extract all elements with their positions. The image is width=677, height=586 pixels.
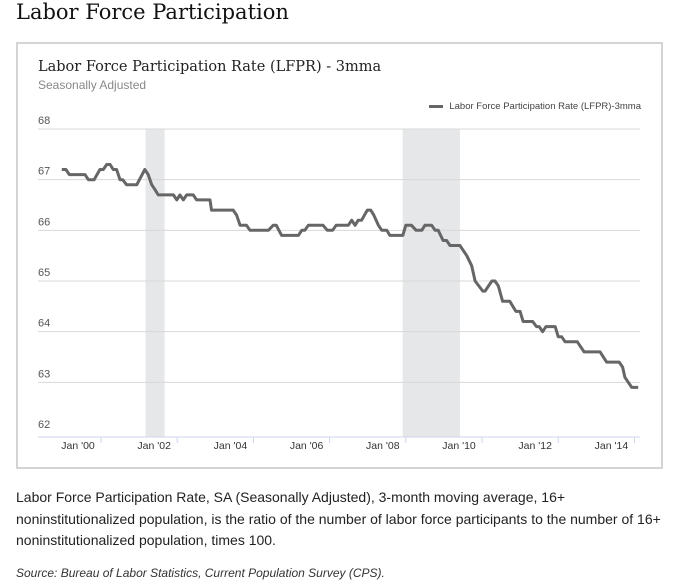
y-tick-label: 64 (38, 318, 50, 330)
x-tick-label: Jan '08 (366, 440, 400, 452)
y-tick-label: 65 (38, 267, 50, 279)
y-tick-label: 66 (38, 216, 50, 228)
x-tick-label: Jan '00 (61, 440, 95, 452)
legend-label: Labor Force Participation Rate (LFPR)-3m… (449, 101, 641, 112)
x-tick-label: Jan '04 (214, 440, 248, 452)
recession-band (402, 129, 460, 437)
page-title: Labor Force Participation (16, 0, 289, 24)
y-tick-label: 63 (38, 368, 50, 380)
recession-band (145, 129, 165, 437)
legend[interactable]: Labor Force Participation Rate (LFPR)-3m… (429, 101, 641, 112)
x-tick-label: Jan '12 (518, 440, 552, 452)
chart-container (16, 42, 663, 469)
x-tick-label: Jan '10 (442, 440, 476, 452)
y-tick-label: 62 (38, 419, 50, 431)
source-note: Source: Bureau of Labor Statistics, Curr… (16, 566, 385, 580)
chart-subtitle: Seasonally Adjusted (38, 78, 147, 92)
x-tick-label: Jan '06 (290, 440, 324, 452)
y-tick-label: 68 (38, 115, 50, 127)
legend-swatch (429, 105, 444, 108)
x-tick-label: Jan '02 (137, 440, 171, 452)
y-tick-label: 67 (38, 166, 50, 178)
chart-description: Labor Force Participation Rate, SA (Seas… (16, 489, 661, 548)
chart-title: Labor Force Participation Rate (LFPR) - … (38, 59, 382, 75)
x-tick-label: Jan '14 (595, 440, 629, 452)
